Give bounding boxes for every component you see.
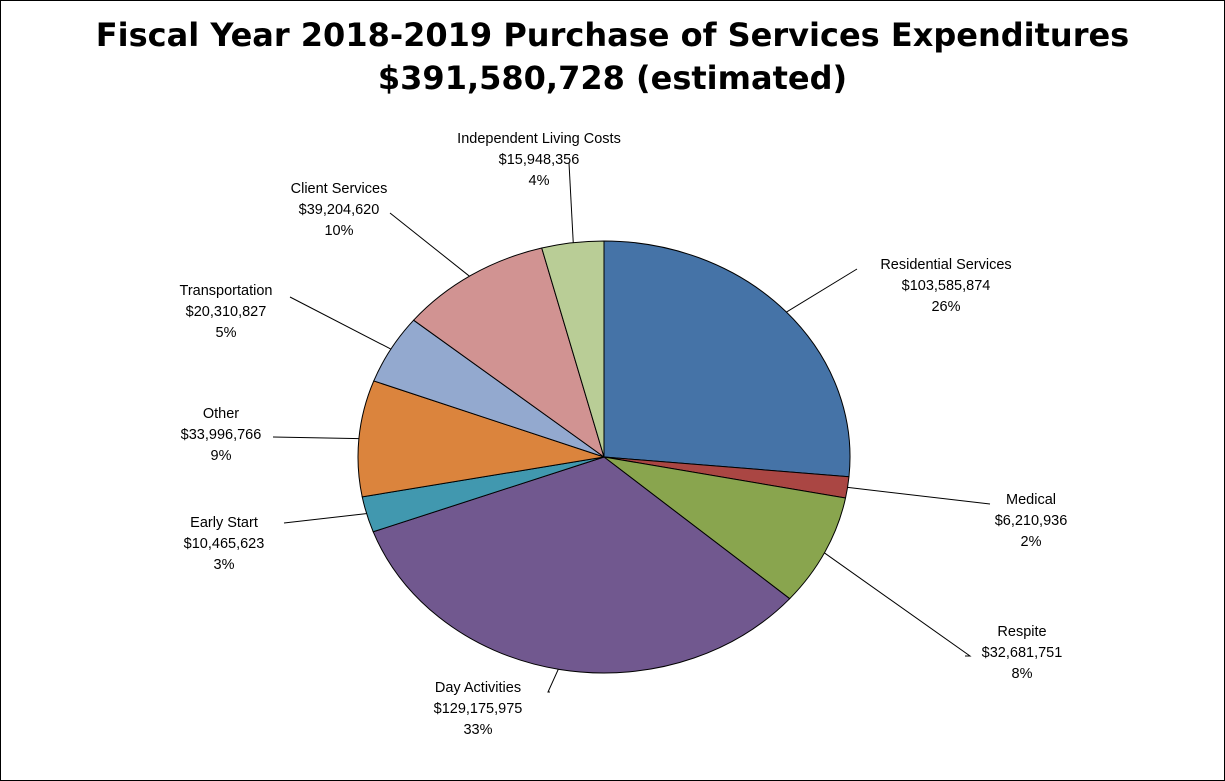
leader-line-early-start <box>283 512 375 524</box>
data-label-percent: 10% <box>324 223 353 239</box>
leader-line-respite <box>818 548 972 657</box>
data-label-value: $33,996,766 <box>181 427 262 443</box>
data-label-category: Independent Living Costs <box>457 131 621 147</box>
data-label-category: Medical <box>1006 492 1056 508</box>
data-label-percent: 26% <box>931 299 960 315</box>
data-label-percent: 9% <box>211 448 232 464</box>
chart-title: Fiscal Year 2018-2019 Purchase of Servic… <box>95 16 1130 54</box>
leader-line-client-services <box>389 212 476 282</box>
leader-line-independent-living-costs <box>568 162 575 250</box>
data-label-value: $39,204,620 <box>299 202 380 218</box>
data-label-other: Other $33,996,766 9% <box>181 406 262 464</box>
data-label-value: $129,175,975 <box>434 701 523 717</box>
pie-slice-respite <box>603 456 847 600</box>
data-label-medical: Medical $6,210,936 2% <box>995 492 1068 550</box>
data-label-percent: 4% <box>529 173 550 189</box>
data-label-category: Other <box>203 406 239 422</box>
data-label-value: $20,310,827 <box>186 304 267 320</box>
data-label-category: Residential Services <box>880 257 1011 273</box>
pie-slice-other <box>357 380 605 498</box>
data-label-category: Transportation <box>180 283 273 299</box>
data-label-early-start: Early Start $10,465,623 3% <box>184 515 265 573</box>
pie-slice-client-services <box>413 247 605 458</box>
leader-line-day-activities <box>547 662 562 693</box>
data-label-percent: 5% <box>216 325 237 341</box>
data-label-percent: 2% <box>1021 534 1042 550</box>
data-label-percent: 8% <box>1012 666 1033 682</box>
data-label-value: $32,681,751 <box>982 645 1063 661</box>
leader-line-residential-services <box>780 268 858 317</box>
data-label-value: $10,465,623 <box>184 536 265 552</box>
data-label-category: Client Services <box>291 181 388 197</box>
data-label-value: $15,948,356 <box>499 152 580 168</box>
data-label-category: Day Activities <box>435 680 521 696</box>
data-label-independent-living-costs: Independent Living Costs $15,948,356 4% <box>457 131 621 189</box>
data-label-value: $103,585,874 <box>902 278 991 294</box>
leader-line-other <box>272 436 367 440</box>
pie-slices <box>357 240 851 674</box>
data-label-residential-services: Residential Services $103,585,874 26% <box>880 257 1011 315</box>
pie-slice-day-activities <box>372 456 791 674</box>
data-label-percent: 3% <box>214 557 235 573</box>
data-labels: Residential Services $103,585,874 26% Medic… <box>180 131 1068 738</box>
data-label-transportation: Transportation $20,310,827 5% <box>180 283 273 341</box>
leader-line-transportation <box>289 296 398 353</box>
pie-slice-independent-living-costs <box>541 240 605 458</box>
leader-line-medical <box>840 486 991 505</box>
data-label-value: $6,210,936 <box>995 513 1068 529</box>
data-label-category: Early Start <box>190 515 258 531</box>
data-label-day-activities: Day Activities $129,175,975 33% <box>434 680 523 738</box>
chart-subtitle: $391,580,728 (estimated) <box>377 59 848 97</box>
data-label-category: Respite <box>997 624 1046 640</box>
data-label-respite: Respite $32,681,751 8% <box>982 624 1063 682</box>
data-label-client-services: Client Services $39,204,620 10% <box>291 181 388 239</box>
leader-lines <box>272 162 991 693</box>
data-label-percent: 33% <box>463 722 492 738</box>
pie-slice-residential-services <box>603 240 851 478</box>
chart-title-block: Fiscal Year 2018-2019 Purchase of Servic… <box>0 14 1225 100</box>
